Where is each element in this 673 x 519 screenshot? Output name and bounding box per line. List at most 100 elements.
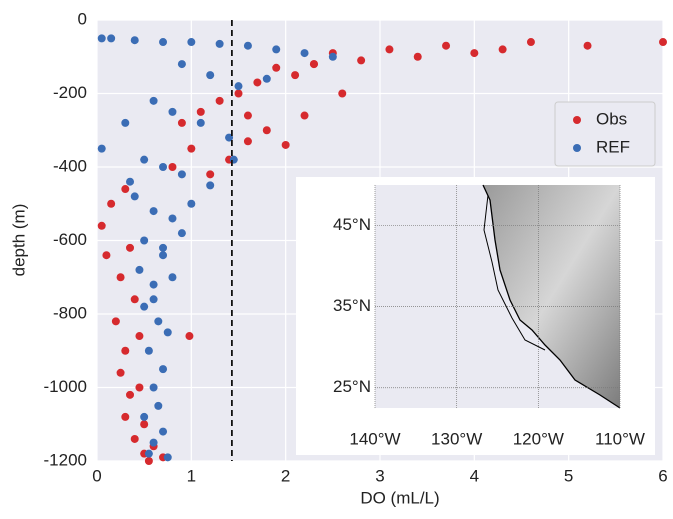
point xyxy=(121,119,129,127)
point xyxy=(185,332,193,340)
map-x-label: 110°W xyxy=(595,429,645,448)
point xyxy=(235,90,243,98)
point xyxy=(159,251,167,259)
map-y-label: 45°N xyxy=(333,215,371,234)
point xyxy=(107,200,115,208)
point xyxy=(121,347,129,355)
point xyxy=(527,38,535,46)
y-tick-label: -200 xyxy=(53,83,87,102)
point xyxy=(338,90,346,98)
y-tick-label: -400 xyxy=(53,156,87,175)
x-tick-label: 5 xyxy=(564,466,573,485)
point xyxy=(244,137,252,145)
point xyxy=(135,266,143,274)
point xyxy=(131,295,139,303)
point xyxy=(244,112,252,120)
point xyxy=(159,163,167,171)
point xyxy=(282,141,290,149)
point xyxy=(178,60,186,68)
point xyxy=(470,49,478,57)
point xyxy=(145,347,153,355)
map-x-label: 130°W xyxy=(431,429,482,448)
point xyxy=(263,75,271,83)
point xyxy=(98,34,106,42)
point xyxy=(216,40,224,48)
x-tick-label: 3 xyxy=(375,466,384,485)
point xyxy=(272,64,280,72)
point xyxy=(98,222,106,230)
point xyxy=(131,192,139,200)
map-y-label: 25°N xyxy=(333,377,371,396)
point xyxy=(140,303,148,311)
point xyxy=(150,384,158,392)
point xyxy=(164,328,172,336)
point xyxy=(145,457,153,465)
point xyxy=(102,251,110,259)
point xyxy=(135,384,143,392)
point xyxy=(150,207,158,215)
point xyxy=(187,38,195,46)
y-tick-label: -1200 xyxy=(44,450,87,469)
y-tick-label: 0 xyxy=(78,9,87,28)
point xyxy=(107,34,115,42)
legend-label: REF xyxy=(596,137,630,156)
point xyxy=(159,244,167,252)
point xyxy=(164,453,172,461)
point xyxy=(442,42,450,50)
legend-marker xyxy=(573,116,581,124)
point xyxy=(272,45,280,53)
point xyxy=(140,237,148,245)
point xyxy=(263,126,271,134)
point xyxy=(168,108,176,116)
point xyxy=(131,36,139,44)
point xyxy=(197,119,205,127)
y-tick-label: -800 xyxy=(53,303,87,322)
point xyxy=(357,56,365,64)
point xyxy=(168,214,176,222)
y-axis-label: depth (m) xyxy=(9,204,28,277)
point xyxy=(112,317,120,325)
legend-marker xyxy=(573,144,581,152)
point xyxy=(140,413,148,421)
point xyxy=(135,332,143,340)
point xyxy=(126,244,134,252)
point xyxy=(145,450,153,458)
point xyxy=(301,112,309,120)
point xyxy=(140,420,148,428)
x-tick-label: 1 xyxy=(187,466,196,485)
point xyxy=(206,71,214,79)
point xyxy=(126,178,134,186)
point xyxy=(584,42,592,50)
point xyxy=(253,78,261,86)
x-tick-label: 2 xyxy=(281,466,290,485)
point xyxy=(216,97,224,105)
point xyxy=(178,119,186,127)
point xyxy=(150,295,158,303)
point xyxy=(291,71,299,79)
point xyxy=(150,281,158,289)
point xyxy=(154,317,162,325)
y-tick-label: -1000 xyxy=(44,377,87,396)
map-x-label: 140°W xyxy=(349,429,400,448)
point xyxy=(499,45,507,53)
x-tick-label: 0 xyxy=(92,466,101,485)
point xyxy=(121,185,129,193)
point xyxy=(329,53,337,61)
point xyxy=(414,53,422,61)
point xyxy=(187,145,195,153)
x-axis-label: DO (mL/L) xyxy=(360,488,439,507)
point xyxy=(150,439,158,447)
x-tick-label: 6 xyxy=(658,466,667,485)
point xyxy=(159,365,167,373)
point xyxy=(178,170,186,178)
point xyxy=(150,97,158,105)
chart: 01234560-200-400-600-800-1000-1200 DO (m… xyxy=(0,0,673,514)
map-x-label: 120°W xyxy=(513,429,564,448)
point xyxy=(126,391,134,399)
point xyxy=(154,402,162,410)
point xyxy=(159,38,167,46)
point xyxy=(187,200,195,208)
point xyxy=(385,45,393,53)
point xyxy=(178,229,186,237)
point xyxy=(197,108,205,116)
